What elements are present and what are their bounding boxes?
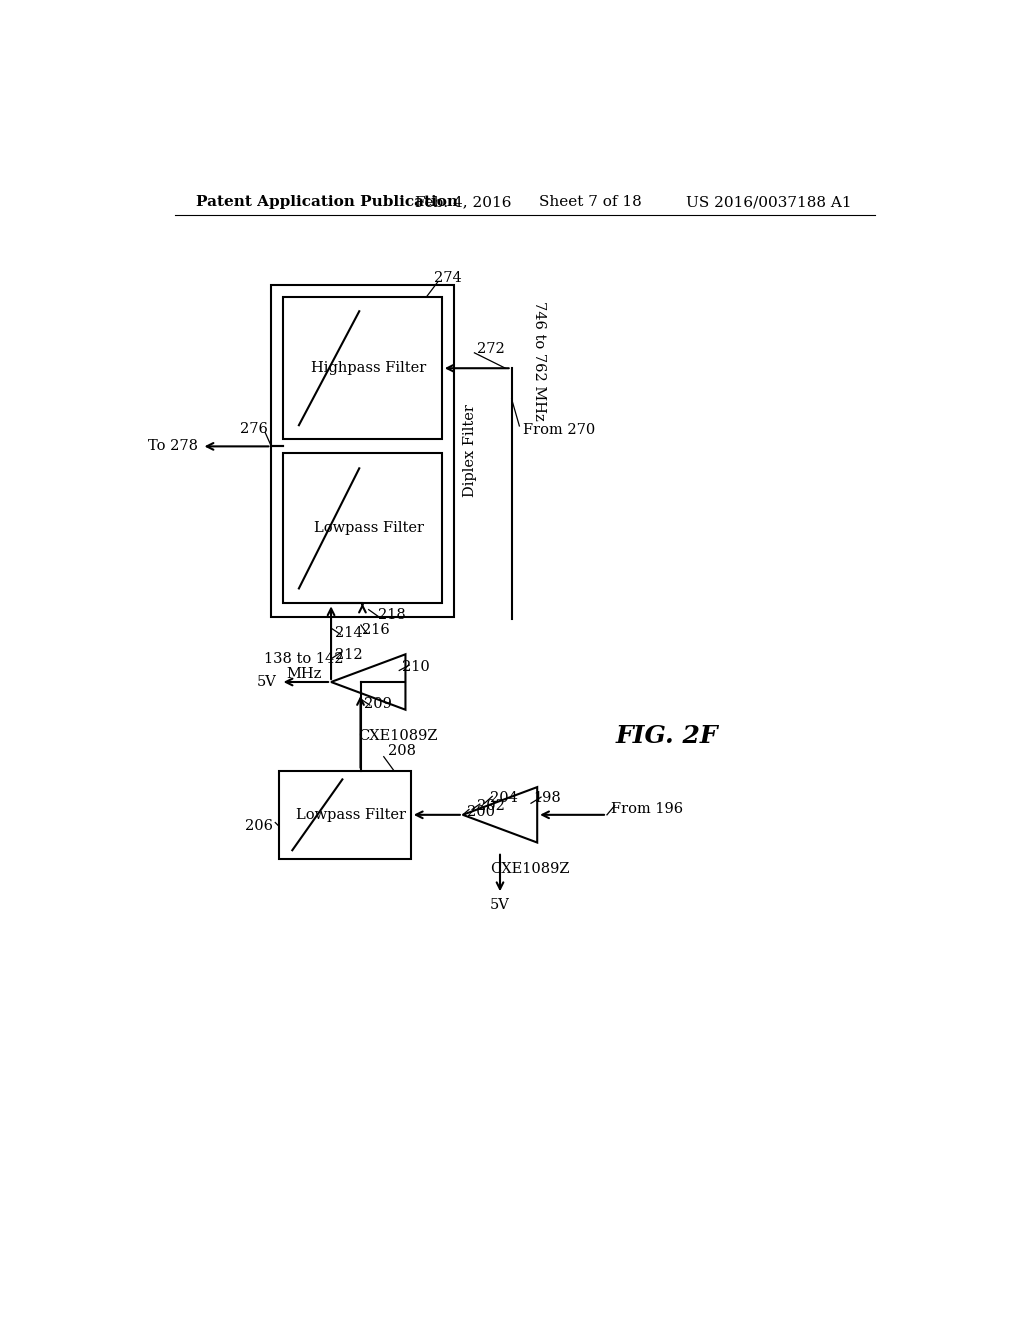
- Text: CXE1089Z: CXE1089Z: [358, 729, 437, 743]
- Text: Sheet 7 of 18: Sheet 7 of 18: [539, 195, 641, 210]
- Text: 198: 198: [534, 791, 561, 805]
- Text: 218: 218: [378, 609, 406, 622]
- Text: 210: 210: [401, 660, 429, 673]
- Text: 274: 274: [434, 271, 462, 285]
- Text: Lowpass Filter: Lowpass Filter: [313, 521, 424, 536]
- Text: 5V: 5V: [490, 898, 510, 912]
- Text: CXE1089Z: CXE1089Z: [489, 862, 569, 875]
- Text: 208: 208: [388, 744, 416, 758]
- Text: Patent Application Publication: Patent Application Publication: [197, 195, 458, 210]
- Text: 206: 206: [245, 820, 273, 833]
- Text: To 278: To 278: [147, 440, 198, 453]
- Text: 214: 214: [335, 626, 362, 640]
- Bar: [283, 297, 442, 440]
- Text: 204: 204: [489, 791, 518, 805]
- Text: 5V: 5V: [257, 675, 276, 689]
- Text: FIG. 2F: FIG. 2F: [615, 723, 718, 748]
- Text: 276: 276: [240, 422, 267, 437]
- Text: Feb. 4, 2016: Feb. 4, 2016: [415, 195, 511, 210]
- Text: 212: 212: [335, 648, 362, 663]
- Text: 746 to 762 MHz: 746 to 762 MHz: [531, 301, 546, 421]
- Text: 272: 272: [477, 342, 505, 356]
- Text: 138 to 142: 138 to 142: [264, 652, 344, 665]
- Polygon shape: [331, 655, 406, 710]
- Text: US 2016/0037188 A1: US 2016/0037188 A1: [686, 195, 852, 210]
- Bar: [280, 771, 411, 859]
- Text: 209: 209: [365, 697, 392, 710]
- Text: MHz: MHz: [287, 668, 322, 681]
- Bar: [271, 285, 454, 616]
- Text: 202: 202: [477, 799, 505, 813]
- Text: 200: 200: [467, 805, 495, 818]
- Text: Lowpass Filter: Lowpass Filter: [296, 808, 407, 822]
- Text: From 196: From 196: [611, 801, 683, 816]
- Text: Diplex Filter: Diplex Filter: [463, 404, 477, 498]
- Polygon shape: [463, 787, 538, 842]
- Text: From 270: From 270: [523, 422, 596, 437]
- Bar: [283, 453, 442, 603]
- Text: 216: 216: [362, 623, 390, 638]
- Text: Highpass Filter: Highpass Filter: [311, 362, 426, 375]
